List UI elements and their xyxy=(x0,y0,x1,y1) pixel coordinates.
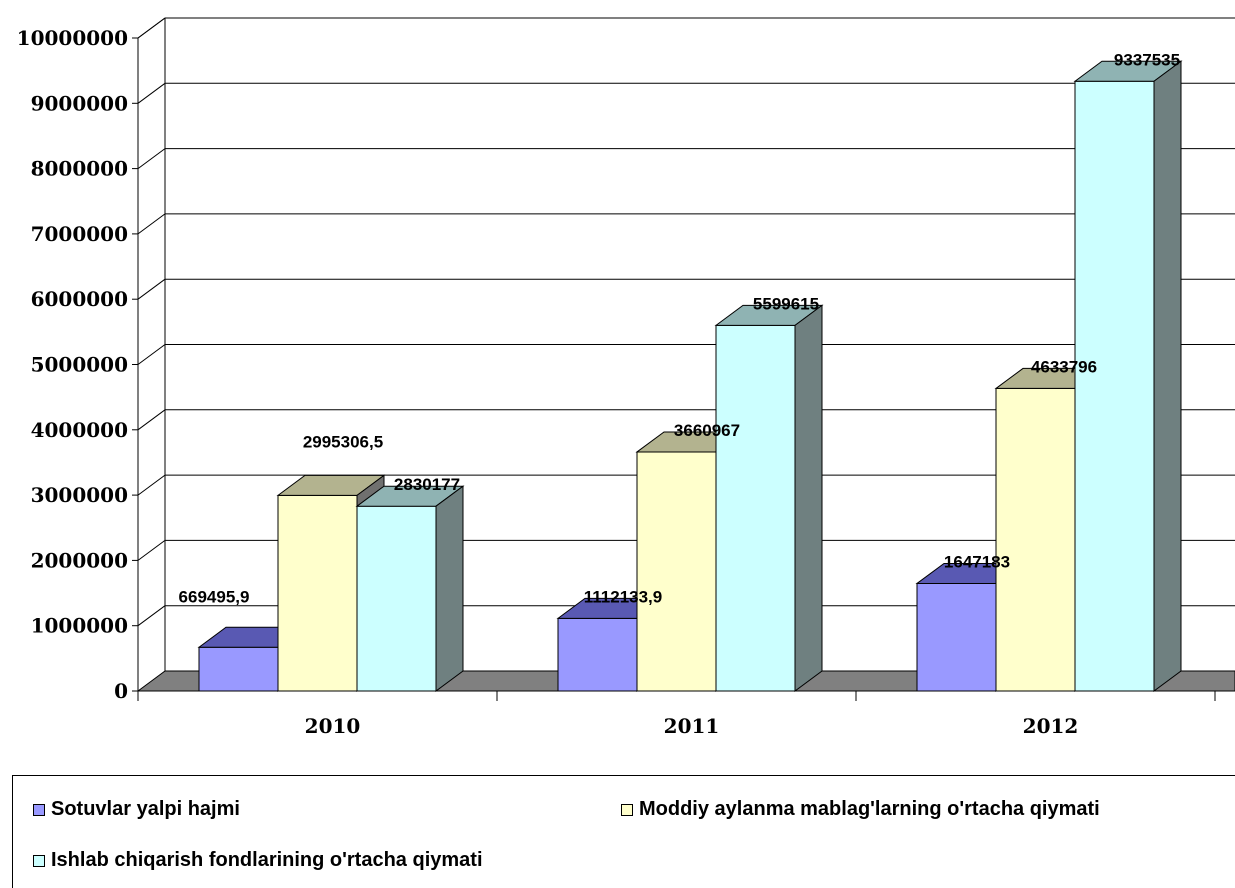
y-tick-label: 3000000 xyxy=(31,483,128,507)
gridline-side xyxy=(137,278,166,300)
legend-item-moddiy: Moddiy aylanma mablag'larning o'rtacha q… xyxy=(621,798,1100,821)
y-tick-label: 2000000 xyxy=(31,548,128,572)
x-tick-label: 2012 xyxy=(1023,714,1079,738)
y-tick-label: 9000000 xyxy=(31,91,128,115)
bar-side xyxy=(794,304,823,692)
data-label: 5599615 xyxy=(753,294,819,313)
wall-top-edge xyxy=(137,17,166,39)
gridline-side xyxy=(137,344,166,365)
data-label: 3660967 xyxy=(674,421,740,440)
bar xyxy=(557,617,638,692)
x-tick-label: 2011 xyxy=(664,714,720,738)
bar xyxy=(916,582,997,692)
y-tick-label: 1000000 xyxy=(31,614,128,638)
legend-swatch-moddiy xyxy=(621,803,633,816)
data-label: 2995306,5 xyxy=(303,432,383,451)
bar xyxy=(1074,80,1155,692)
bar xyxy=(198,646,279,692)
gridline-side xyxy=(137,148,166,170)
bar xyxy=(715,324,796,692)
bar xyxy=(356,505,437,692)
legend-label-moddiy: Moddiy aylanma mablag'larning o'rtacha q… xyxy=(639,798,1100,820)
legend-item-sotuvlar: Sotuvlar yalpi hajmi xyxy=(33,798,240,821)
y-tick-label: 8000000 xyxy=(31,157,128,181)
bar xyxy=(636,451,717,692)
y-tick-label: 0 xyxy=(114,679,128,703)
data-label: 1112133,9 xyxy=(584,587,662,606)
y-tick-label: 5000000 xyxy=(31,353,128,377)
data-label: 669495,9 xyxy=(179,587,250,606)
bar xyxy=(995,387,1076,692)
data-label: 9337535 xyxy=(1114,50,1180,69)
gridline-side xyxy=(137,539,166,561)
gridline-side xyxy=(137,409,166,431)
legend-label-sotuvlar: Sotuvlar yalpi hajmi xyxy=(51,798,240,820)
gridline-side xyxy=(137,213,166,235)
bar-side xyxy=(435,485,464,692)
legend-label-ishlab: Ishlab chiqarish fondlarining o'rtacha q… xyxy=(51,849,483,871)
bar-chart: 0 1000000 2000000 3000000 4000000 5000000 6000… xyxy=(17,17,1235,738)
legend: Sotuvlar yalpi hajmi Moddiy aylanma mabl… xyxy=(12,775,1235,888)
x-tick-label: 2010 xyxy=(305,714,361,738)
y-tick-label: 7000000 xyxy=(31,222,128,246)
bar xyxy=(277,494,358,692)
gridline-side xyxy=(137,82,166,104)
data-label: 2830177 xyxy=(394,475,460,494)
y-tick-label: 6000000 xyxy=(31,287,128,311)
legend-swatch-sotuvlar xyxy=(33,803,45,816)
gridline-side xyxy=(137,605,166,627)
gridline-side xyxy=(137,474,166,496)
legend-item-ishlab: Ishlab chiqarish fondlarining o'rtacha q… xyxy=(33,849,483,872)
legend-swatch-ishlab xyxy=(33,854,45,867)
y-tick-label: 4000000 xyxy=(31,418,128,442)
data-label: 4633796 xyxy=(1031,357,1097,376)
data-label: 1647183 xyxy=(944,552,1010,571)
y-tick-label: 10000000 xyxy=(17,26,128,50)
bar-side xyxy=(1153,60,1182,692)
